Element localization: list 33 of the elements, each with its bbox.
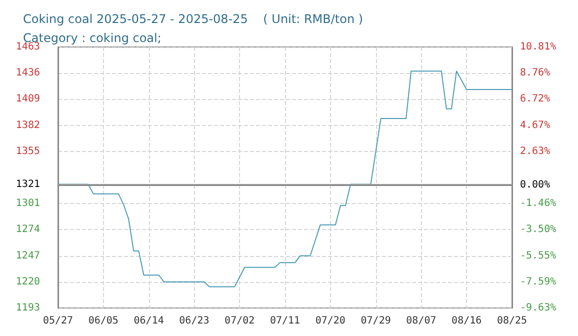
y-tick-label: 1321 (16, 178, 40, 190)
y2-tick-label: -3.50% (520, 224, 556, 236)
x-tick-label: 07/11 (270, 316, 300, 326)
x-tick-label: 08/25 (496, 316, 528, 326)
y-tick-label: 1193 (16, 302, 40, 314)
y-tick-label: 1301 (16, 198, 40, 210)
x-tick-label: 07/29 (360, 316, 391, 326)
y2-tick-label: -9.63% (520, 302, 556, 314)
y2-tick-label: 4.67% (520, 120, 550, 131)
y2-tick-label: 0.00% (520, 180, 550, 191)
y-tick-label: 1274 (16, 224, 40, 236)
y2-tick-label: 10.81% (520, 42, 556, 52)
y-tick-label: 1382 (16, 120, 40, 131)
x-tick-label: 06/23 (179, 316, 210, 326)
chart-title: Coking coal 2025-05-27 - 2025-08-25 ( Unit: RMB/ton ) (23, 12, 364, 26)
y-tick-label: 1220 (16, 276, 40, 288)
x-tick-label: 06/05 (88, 316, 118, 326)
y2-tick-label: -1.46% (520, 198, 556, 210)
x-tick-label: 08/07 (406, 316, 436, 326)
x-tick-label: 06/14 (134, 316, 164, 326)
x-tick-label: 07/20 (315, 316, 346, 326)
y2-tick-label: 6.72% (520, 94, 550, 105)
y-tick-label: 1355 (16, 146, 40, 157)
x-tick-label: 05/27 (42, 316, 74, 326)
y2-tick-label: 8.76% (520, 68, 550, 79)
y2-tick-label: -7.59% (520, 276, 556, 288)
y2-tick-label: 2.63% (520, 146, 550, 157)
x-tick-label: 08/16 (452, 316, 482, 326)
x-tick-label: 07/02 (224, 316, 255, 326)
y-tick-label: 1409 (16, 94, 40, 105)
y-tick-label: 1247 (16, 250, 40, 262)
y-tick-label: 1436 (16, 68, 40, 79)
y2-tick-label: -5.55% (520, 250, 556, 262)
